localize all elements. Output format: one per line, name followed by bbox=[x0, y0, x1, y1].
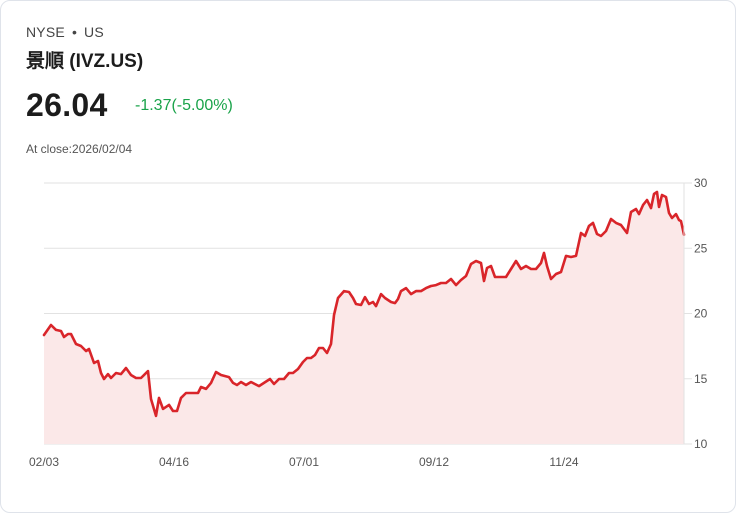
price-chart[interactable]: 30 25 20 15 10 02/03 04/16 07/01 09/12 11/24 bbox=[1, 171, 736, 471]
price-change: -1.37(-5.00%) bbox=[135, 97, 233, 114]
stock-title: 景順 (IVZ.US) bbox=[26, 51, 144, 72]
y-tick-label: 15 bbox=[694, 372, 708, 386]
price-line bbox=[42, 190, 686, 418]
price-area-fill bbox=[44, 192, 684, 444]
close-timestamp: At close:2026/02/04 bbox=[26, 142, 133, 156]
y-tick-label: 30 bbox=[694, 176, 708, 190]
y-tick-label: 25 bbox=[694, 241, 708, 255]
exchange-line: NYSE • US bbox=[26, 24, 104, 40]
current-price: 26.04 bbox=[26, 87, 108, 123]
x-tick-label: 07/01 bbox=[289, 455, 319, 469]
separator-dot: • bbox=[71, 24, 78, 40]
market-name: US bbox=[84, 24, 104, 40]
y-axis-ticks: 30 25 20 15 10 bbox=[684, 176, 708, 451]
x-tick-label: 09/12 bbox=[419, 455, 449, 469]
y-tick-label: 20 bbox=[694, 307, 708, 321]
x-axis-ticks: 02/03 04/16 07/01 09/12 11/24 bbox=[29, 455, 579, 469]
x-tick-label: 02/03 bbox=[29, 455, 59, 469]
exchange-name: NYSE bbox=[26, 24, 65, 40]
y-tick-label: 10 bbox=[694, 437, 708, 451]
x-tick-label: 04/16 bbox=[159, 455, 189, 469]
x-tick-label: 11/24 bbox=[549, 455, 578, 469]
